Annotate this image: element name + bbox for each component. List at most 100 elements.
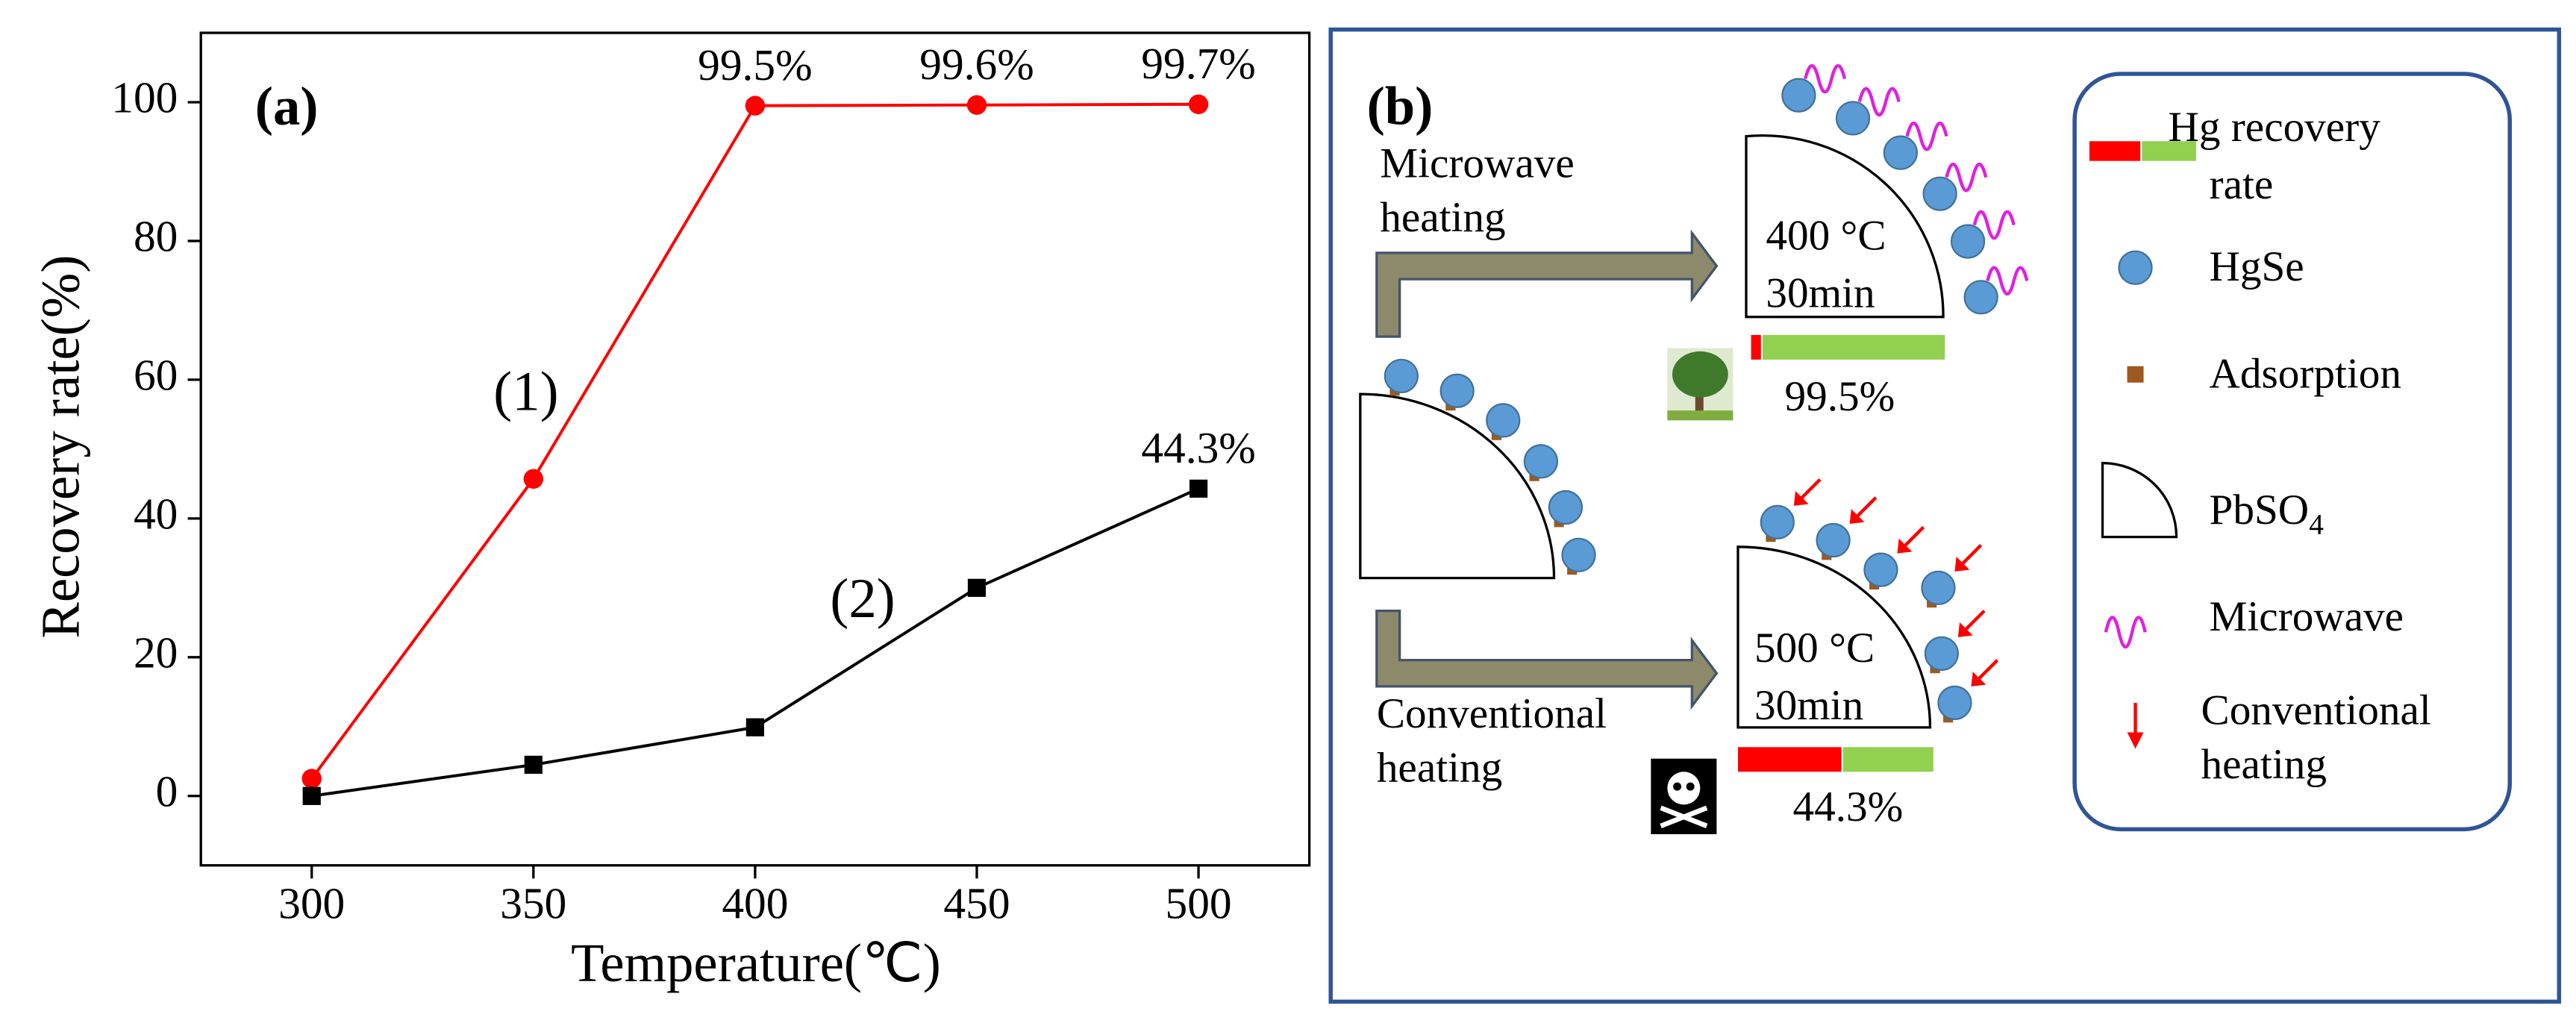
marker (745, 96, 766, 116)
legend-label: PbSO (2210, 487, 2310, 534)
microwave-wave (1857, 87, 1901, 117)
route-label: Microwave (1380, 140, 1575, 187)
legend-label: rate (2210, 161, 2274, 208)
y-tick-label: 20 (134, 628, 178, 677)
marker (967, 578, 987, 597)
marker (745, 718, 764, 736)
hgse-particle (1937, 685, 1972, 720)
legend-subscript: 4 (2309, 507, 2324, 540)
data-label: 99.7% (1141, 39, 1255, 88)
legend-label: Microwave (2210, 593, 2404, 640)
data-label: 44.3% (1141, 423, 1255, 472)
hgse-particle (1439, 373, 1475, 408)
series-label: (1) (493, 361, 558, 423)
rate-bar (1842, 747, 1933, 772)
x-tick-label: 400 (722, 879, 788, 928)
hgse-particle (1384, 358, 1419, 394)
legend-label: PbSO4 (2210, 487, 2325, 541)
route-label: Conventional (1377, 690, 1607, 737)
legend-swatch (2101, 461, 2178, 539)
rate-bar (1762, 334, 1945, 360)
microwave-wave (1804, 63, 1847, 94)
legend-label: Adsorption (2210, 350, 2401, 397)
heat-arrow (1897, 538, 1913, 554)
legend-label: HgSe (2210, 243, 2304, 290)
pbso4-particle (1359, 392, 1556, 580)
marker (302, 786, 321, 805)
microwave-wave (1945, 162, 1988, 193)
series-line (310, 102, 1199, 780)
hgse-particle (1883, 135, 1918, 170)
legend-frame (2072, 72, 2513, 832)
panel-frame (1328, 27, 2562, 1004)
rate-text: 44.3% (1793, 783, 1904, 830)
rate-bar (1751, 334, 1761, 360)
rate-text: 99.5% (1785, 373, 1895, 420)
condition: 30min (1754, 682, 1863, 729)
hgse-particle (1486, 403, 1521, 438)
arrow (1375, 229, 1719, 338)
marker (1189, 479, 1208, 498)
hgse-particle (1816, 522, 1851, 558)
microwave-wave (1986, 266, 2029, 296)
x-axis-title: Temperature(℃) (571, 933, 941, 993)
hgse-particle (1835, 101, 1871, 136)
hgse-particle (1922, 176, 1957, 211)
legend-swatch (2118, 250, 2153, 285)
hgse-particle (1963, 280, 1998, 315)
pbso4-particle (1736, 545, 1932, 729)
tree-icon (1667, 348, 1734, 421)
condition: 500 °C (1754, 625, 1875, 672)
hgse-particle (1863, 552, 1898, 587)
condition: 400 °C (1766, 212, 1886, 259)
heat-arrow (1849, 509, 1865, 525)
heat-arrow (1960, 544, 1983, 566)
rate-bar (1737, 747, 1842, 772)
legend-swatch (2104, 616, 2147, 649)
y-tick-label: 0 (156, 766, 178, 816)
heat-arrow (1902, 525, 1925, 548)
x-tick-label: 450 (943, 879, 1010, 928)
data-label: 99.6% (919, 40, 1034, 89)
x-tick-label: 350 (500, 879, 566, 928)
legend-label: Hg recovery (2169, 104, 2381, 151)
pbso4-particle (1745, 134, 1945, 319)
marker (966, 95, 987, 115)
legend-label: heating (2201, 741, 2327, 788)
legend-swatch (2127, 732, 2144, 749)
legend-label: Conventional (2201, 686, 2431, 733)
heat-arrow (1799, 478, 1822, 501)
hgse-particle (1781, 78, 1816, 113)
y-tick-label: 40 (134, 489, 178, 538)
legend-swatch (2127, 366, 2144, 383)
heat-arrow (1971, 672, 1986, 686)
heat-arrow (1793, 490, 1809, 506)
hgse-particle (1548, 489, 1584, 525)
series-label: (2) (830, 568, 895, 630)
microwave-wave (1972, 210, 2016, 240)
arrow (1375, 609, 1719, 710)
panel-label: (a) (255, 75, 319, 136)
marker (301, 769, 322, 789)
hgse-particle (1561, 537, 1596, 572)
data-label: 99.5% (698, 40, 812, 90)
hgse-particle (1523, 444, 1559, 479)
legend-swatch (2089, 141, 2141, 161)
hgse-particle (1760, 504, 1795, 539)
condition: 30min (1766, 269, 1875, 316)
route-label: heating (1380, 194, 1505, 241)
skull-icon (1651, 758, 1717, 834)
panel-b: (b) Microwave heating Conventional heati… (1328, 27, 2562, 1004)
y-tick-label: 100 (111, 73, 178, 122)
heat-arrow (1954, 557, 1970, 572)
hgse-particle (1921, 570, 1956, 605)
heat-arrow (1976, 659, 1999, 681)
heat-arrow (1957, 622, 1973, 637)
x-tick-label: 500 (1166, 879, 1232, 928)
series-line (311, 487, 1199, 798)
heat-arrow (1854, 496, 1878, 519)
x-tick-label: 300 (278, 879, 345, 928)
panel-label: (b) (1367, 75, 1434, 136)
